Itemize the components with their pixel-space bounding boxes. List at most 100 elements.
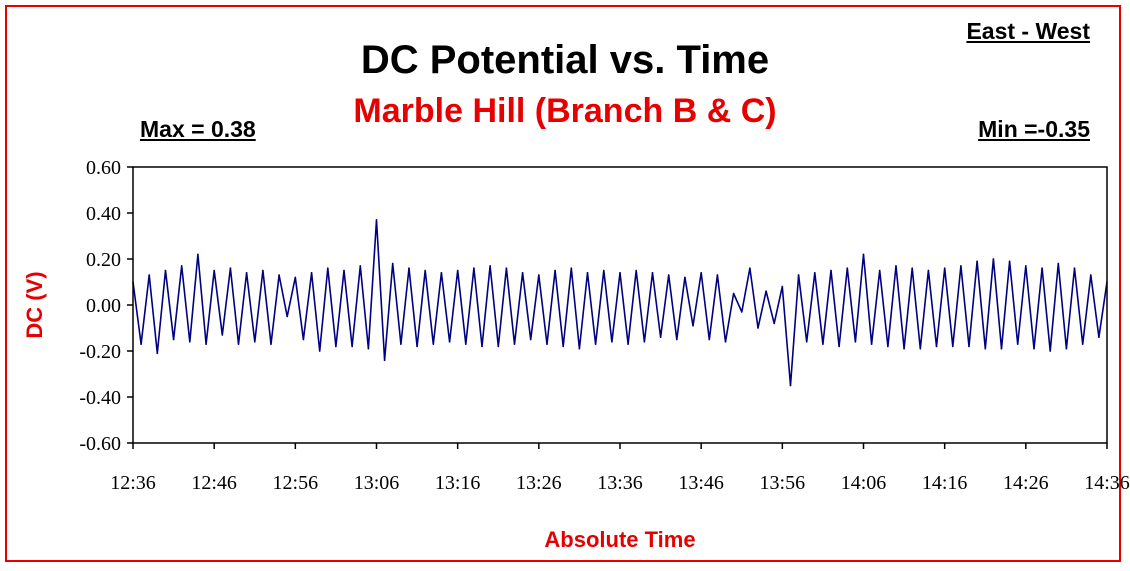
data-point bbox=[716, 274, 719, 276]
data-point bbox=[903, 347, 905, 350]
data-point bbox=[1033, 347, 1035, 350]
x-tick-label: 14:06 bbox=[841, 472, 887, 494]
x-axis-title: Absolute Time bbox=[544, 527, 695, 552]
chart-subtitle: Marble Hill (Branch B & C) bbox=[353, 92, 777, 130]
data-point bbox=[643, 341, 646, 343]
data-point bbox=[221, 334, 224, 336]
data-point bbox=[180, 265, 183, 267]
y-tick-label: 0.40 bbox=[86, 203, 121, 225]
data-point bbox=[164, 269, 167, 272]
data-point bbox=[895, 265, 897, 267]
data-point bbox=[391, 262, 394, 265]
y-tick-label: 0.60 bbox=[86, 157, 121, 179]
y-axis-title: DC (V) bbox=[22, 271, 47, 338]
max-label: Max = 0.38 bbox=[140, 116, 256, 142]
x-tick-label: 12:56 bbox=[273, 472, 319, 494]
data-point bbox=[684, 276, 686, 279]
data-point bbox=[270, 343, 272, 345]
plot-area bbox=[132, 166, 1108, 444]
data-point bbox=[546, 343, 548, 345]
data-point bbox=[205, 343, 207, 345]
data-point bbox=[1008, 260, 1011, 263]
data-point bbox=[789, 384, 792, 387]
chart-frame bbox=[5, 5, 1121, 562]
data-point bbox=[172, 338, 175, 341]
data-point bbox=[667, 274, 670, 276]
data-point bbox=[278, 274, 280, 276]
data-point bbox=[927, 269, 930, 272]
data-point bbox=[489, 265, 491, 267]
data-point bbox=[611, 341, 613, 343]
x-tick-label: 13:16 bbox=[435, 472, 481, 494]
x-tick-label: 14:16 bbox=[922, 472, 968, 494]
y-tick-label: 0.20 bbox=[86, 249, 121, 271]
data-point bbox=[887, 345, 889, 348]
data-point bbox=[318, 350, 321, 352]
data-point bbox=[335, 345, 337, 348]
data-point bbox=[570, 267, 573, 270]
data-point bbox=[830, 269, 832, 272]
y-tick-label: -0.20 bbox=[79, 341, 121, 363]
x-tick-label: 13:36 bbox=[597, 472, 643, 494]
x-tick-label: 13:26 bbox=[516, 472, 562, 494]
data-point bbox=[724, 341, 727, 343]
data-point bbox=[148, 274, 151, 276]
data-point bbox=[781, 285, 784, 288]
data-point bbox=[740, 311, 743, 313]
data-point bbox=[992, 258, 995, 260]
data-point bbox=[984, 347, 987, 350]
data-point bbox=[976, 260, 978, 263]
data-point bbox=[935, 345, 938, 348]
data-point bbox=[960, 265, 962, 267]
min-label: Min =-0.35 bbox=[978, 116, 1090, 142]
data-point bbox=[156, 352, 159, 355]
x-tick-label: 13:46 bbox=[678, 472, 724, 494]
data-point bbox=[708, 338, 711, 341]
data-point bbox=[951, 345, 954, 348]
data-point bbox=[400, 343, 402, 345]
data-point bbox=[505, 267, 508, 270]
data-point bbox=[651, 272, 654, 274]
data-point bbox=[1041, 267, 1043, 270]
data-point bbox=[1098, 336, 1100, 339]
data-point bbox=[456, 269, 459, 272]
data-point bbox=[375, 219, 378, 221]
x-tick-label: 13:56 bbox=[760, 472, 806, 494]
data-point bbox=[197, 253, 199, 256]
data-point bbox=[416, 345, 418, 348]
data-point bbox=[562, 345, 564, 348]
data-point bbox=[1065, 347, 1068, 350]
data-point bbox=[822, 343, 824, 345]
data-point bbox=[676, 338, 678, 341]
data-point bbox=[1049, 350, 1051, 352]
direction-label: East - West bbox=[966, 18, 1090, 44]
data-point bbox=[619, 272, 621, 274]
data-point bbox=[367, 347, 370, 350]
data-point bbox=[343, 269, 345, 272]
data-point bbox=[302, 338, 305, 341]
data-point bbox=[878, 269, 881, 272]
data-point bbox=[253, 341, 256, 343]
data-point bbox=[594, 343, 597, 345]
data-point bbox=[627, 343, 629, 345]
data-point bbox=[773, 322, 776, 325]
data-point bbox=[757, 327, 759, 329]
series-line bbox=[132, 219, 1108, 387]
data-point bbox=[854, 341, 857, 343]
data-point bbox=[383, 359, 386, 362]
data-point bbox=[213, 269, 215, 272]
data-point bbox=[765, 290, 767, 293]
data-point bbox=[1057, 262, 1060, 265]
data-point bbox=[440, 272, 443, 274]
y-tick-label: -0.60 bbox=[79, 433, 121, 455]
data-point bbox=[464, 343, 467, 345]
x-tick-label: 13:06 bbox=[354, 472, 400, 494]
data-point bbox=[797, 274, 800, 276]
x-tick-label: 12:46 bbox=[191, 472, 237, 494]
data-point bbox=[1081, 343, 1084, 345]
data-point bbox=[1016, 343, 1019, 345]
data-point bbox=[602, 269, 605, 272]
data-point bbox=[814, 272, 816, 274]
data-point bbox=[805, 341, 808, 343]
